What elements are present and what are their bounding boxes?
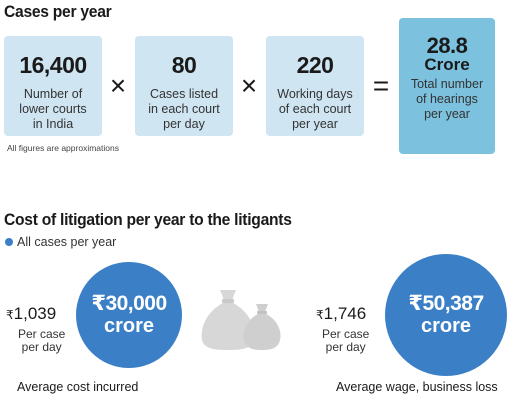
- days-value: 220: [296, 52, 334, 78]
- left-per-case-label-line: Per case: [18, 327, 66, 341]
- courts-label-line: lower courts: [19, 102, 87, 116]
- cases-box: 80 Cases listed in each court per day: [135, 36, 233, 136]
- right-per-case-label-line: per day: [325, 340, 366, 354]
- right-per-case-amount: 1,746: [323, 304, 367, 323]
- left-total-value: ₹30,000: [91, 292, 167, 315]
- right-per-case-label-line: Per case: [322, 327, 370, 341]
- hearings-unit: Crore: [424, 55, 470, 74]
- courts-label-line: in India: [32, 117, 74, 131]
- cases-label-line: Cases listed: [149, 87, 219, 101]
- cases-value: 80: [171, 52, 197, 78]
- right-per-case-value: ₹1,746: [316, 304, 366, 324]
- left-caption: Average cost incurred: [17, 380, 139, 394]
- right-caption: Average wage, business loss: [336, 380, 498, 394]
- hearings-value: 28.8: [426, 33, 468, 58]
- rupee-symbol: ₹: [6, 308, 14, 322]
- legend-dot: [5, 238, 13, 246]
- multiply-operator: ×: [109, 70, 127, 101]
- hearings-label-line: per year: [424, 107, 470, 121]
- rupee-symbol: ₹: [316, 308, 324, 322]
- legend-label: All cases per year: [17, 235, 117, 249]
- cases-label-line: per day: [163, 117, 205, 131]
- right-total-unit: crore: [420, 315, 472, 337]
- left-per-case-label-line: per day: [21, 340, 62, 354]
- hearings-result-box: 28.8 Crore Total number of hearings per …: [399, 18, 495, 154]
- left-per-case-label: Per case per day: [18, 328, 65, 354]
- approximation-note: All figures are approximations: [7, 143, 119, 153]
- section-title-cases: Cases per year: [4, 2, 112, 21]
- courts-box: 16,400 Number of lower courts in India: [4, 36, 102, 136]
- courts-value: 16,400: [19, 52, 87, 78]
- days-box: 220 Working days of each court per year: [266, 36, 364, 136]
- left-per-case-amount: 1,039: [13, 304, 57, 323]
- right-total-circle: ₹50,387 crore: [385, 254, 507, 376]
- left-total-unit: crore: [103, 315, 155, 337]
- cases-label-line: in each court: [148, 102, 220, 116]
- multiply-operator: ×: [240, 70, 258, 101]
- days-label-line: Working days: [277, 87, 353, 101]
- hearings-label-line: of hearings: [416, 92, 478, 106]
- right-per-case-label: Per case per day: [322, 328, 369, 354]
- section-title-cost: Cost of litigation per year to the litig…: [4, 210, 292, 229]
- days-label-line: of each court: [278, 102, 352, 116]
- left-per-case-value: ₹1,039: [6, 304, 56, 324]
- left-total-circle: ₹30,000 crore: [76, 262, 182, 368]
- equals-operator: =: [372, 70, 390, 101]
- courts-label-line: Number of: [23, 87, 83, 101]
- days-label-line: per year: [292, 117, 338, 131]
- hearings-label-line: Total number: [410, 77, 484, 91]
- money-bags-icon: [201, 290, 281, 350]
- right-total-value: ₹50,387: [408, 292, 484, 315]
